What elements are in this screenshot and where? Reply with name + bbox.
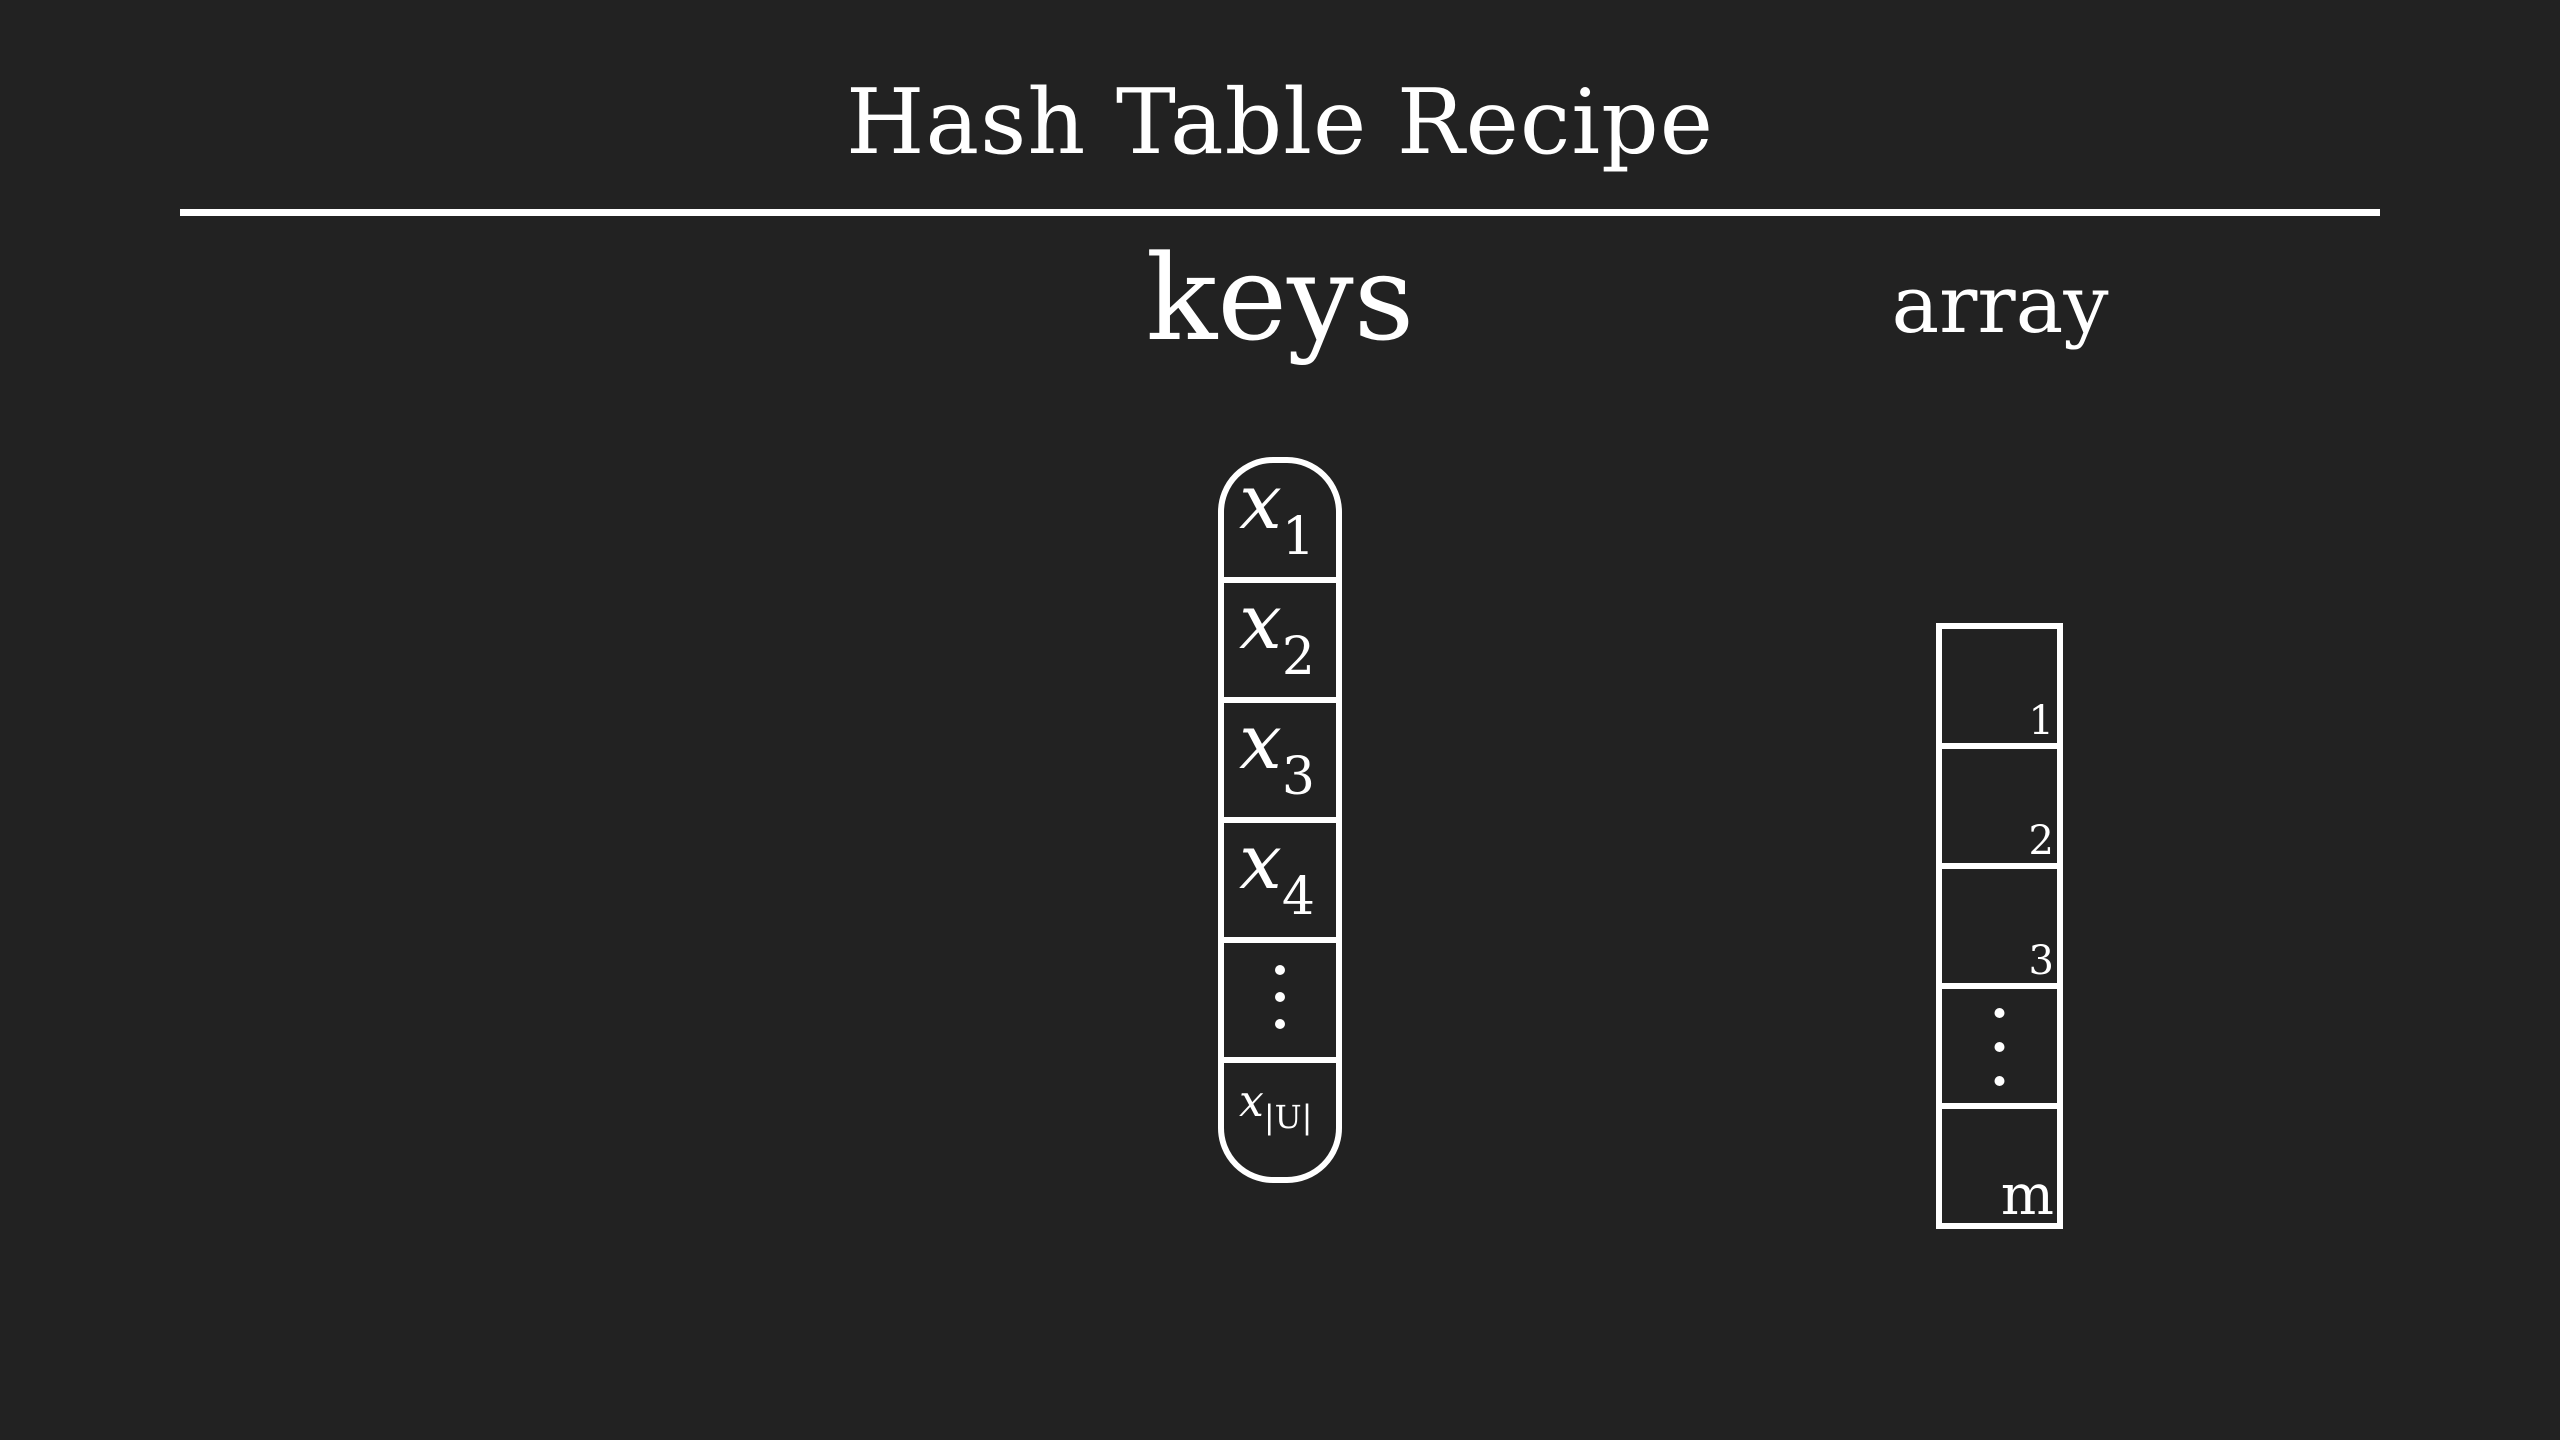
key-base: x — [1239, 577, 1282, 666]
array-slot: m — [2001, 1163, 2054, 1228]
key-label: x|U| — [1239, 1076, 1312, 1136]
key-cell: x|U| — [1239, 1076, 1312, 1136]
array-slot — [1994, 1008, 2005, 1086]
ellipsis-dot — [1994, 1042, 2005, 1052]
key-cell: x2 — [1239, 577, 1315, 687]
array-index-label: 2 — [2029, 818, 2054, 864]
array-index-label: 3 — [2029, 938, 2054, 984]
ellipsis-dot — [1275, 1019, 1285, 1029]
array-slot: 1 — [2029, 698, 2054, 744]
key-label: x1 — [1239, 457, 1315, 567]
key-cell: x4 — [1239, 817, 1315, 927]
key-cell: x1 — [1239, 457, 1315, 567]
key-cell: x3 — [1239, 697, 1315, 807]
key-base: x — [1239, 457, 1282, 546]
key-subscript: 2 — [1282, 627, 1315, 687]
array-index-label: m — [2001, 1163, 2054, 1228]
array-ellipsis — [1994, 1008, 2005, 1086]
key-base: x — [1239, 817, 1282, 906]
ellipsis-dot — [1994, 1076, 2005, 1086]
keys-ellipsis — [1275, 965, 1285, 1029]
ellipsis-dot — [1275, 965, 1285, 975]
ellipsis-dot — [1275, 992, 1285, 1002]
ellipsis-dot — [1994, 1008, 2005, 1018]
key-label: x4 — [1239, 817, 1315, 927]
key-base: x — [1239, 697, 1282, 786]
key-subscript: |U| — [1264, 1098, 1313, 1136]
key-label: x3 — [1239, 697, 1315, 807]
array-slot: 3 — [2029, 938, 2054, 984]
key-label: x2 — [1239, 577, 1315, 687]
keys-heading: keys — [1145, 229, 1415, 367]
slide-title: Hash Table Recipe — [846, 70, 1714, 175]
key-base: x — [1239, 1076, 1264, 1127]
array-column: 1 2 3 m — [1936, 623, 2063, 1229]
title-divider — [180, 209, 2380, 216]
key-subscript: 3 — [1282, 747, 1315, 807]
array-slot: 2 — [2029, 818, 2054, 864]
key-subscript: 1 — [1282, 507, 1315, 567]
array-outline — [1936, 623, 2063, 1229]
array-heading: array — [1891, 258, 2109, 351]
array-index-label: 1 — [2029, 698, 2054, 744]
key-subscript: 4 — [1282, 867, 1315, 927]
key-cell — [1275, 965, 1285, 1029]
